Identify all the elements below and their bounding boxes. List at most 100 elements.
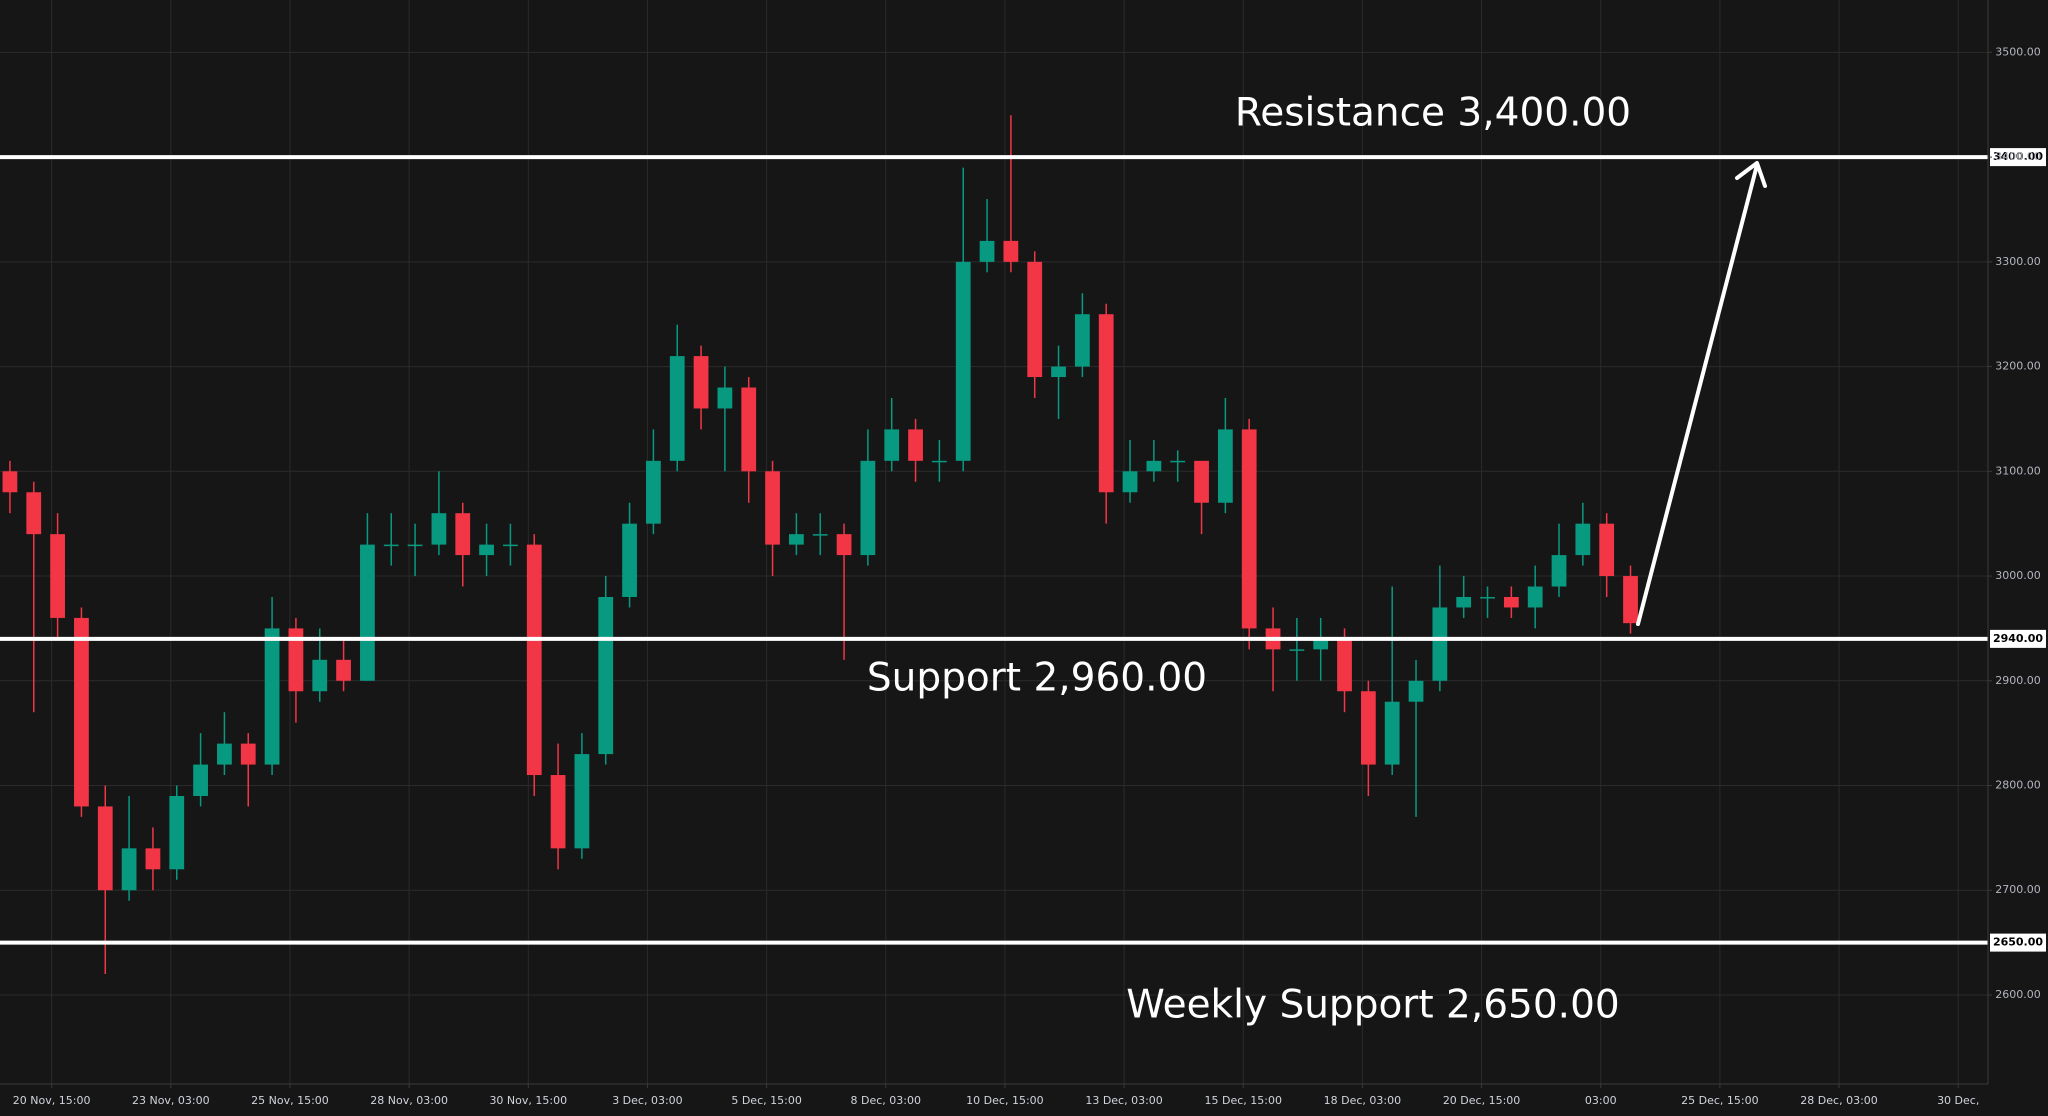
candle-body xyxy=(193,764,208,796)
x-tick-label: 30 Dec, xyxy=(1937,1094,1979,1107)
candle-body xyxy=(646,460,661,524)
candle-body xyxy=(312,659,328,692)
candle-body xyxy=(1551,555,1567,587)
x-tick-label: 30 Nov, 15:00 xyxy=(489,1094,567,1107)
candle-body xyxy=(622,523,637,597)
y-tick-label: 2800.00 xyxy=(1995,779,2041,792)
candle-body xyxy=(1360,691,1376,765)
annotations: Resistance 3,400.00 Support 2,960.00 Weekl… xyxy=(867,91,1631,1028)
candle-body xyxy=(1194,460,1209,503)
candle-body xyxy=(383,544,399,547)
candle-body xyxy=(74,617,89,807)
candle-body xyxy=(1384,701,1400,765)
x-tick-label: 15 Dec, 15:00 xyxy=(1205,1094,1282,1107)
arrow-head xyxy=(1735,161,1767,188)
y-tick-label: 2900.00 xyxy=(1995,674,2041,687)
candle-body xyxy=(288,628,304,692)
annotation: Weekly Support 2,650.00 xyxy=(1126,983,1619,1028)
candle-body xyxy=(264,628,280,765)
candle-body xyxy=(1599,523,1615,577)
projection-arrow xyxy=(1636,161,1767,626)
candle-body xyxy=(1480,596,1495,599)
candle-body xyxy=(1146,460,1162,472)
x-tick-label: 03:00 xyxy=(1585,1094,1617,1107)
x-tick-label: 28 Dec, 03:00 xyxy=(1800,1094,1877,1107)
x-tick-label: 10 Dec, 15:00 xyxy=(966,1094,1043,1107)
candle-body xyxy=(479,544,494,556)
candle-body xyxy=(812,534,828,536)
y-tick-label: 3300.00 xyxy=(1995,255,2041,268)
y-tick-label: 3200.00 xyxy=(1995,360,2041,373)
x-tick-label: 18 Dec, 03:00 xyxy=(1324,1094,1401,1107)
x-tick-label: 3 Dec, 03:00 xyxy=(612,1094,682,1107)
x-tick-label: 25 Dec, 15:00 xyxy=(1681,1094,1758,1107)
candle-body xyxy=(145,848,161,870)
level-label-box xyxy=(1990,629,2046,648)
candle-body xyxy=(121,848,137,891)
candle-body xyxy=(1051,366,1066,378)
candle-body xyxy=(741,387,757,472)
candle-body xyxy=(240,743,256,765)
candle-body xyxy=(1456,596,1472,608)
grid xyxy=(0,0,1988,1084)
candle-body xyxy=(1027,261,1043,378)
y-tick-label: 3000.00 xyxy=(1995,569,2041,582)
candle-body xyxy=(717,387,733,409)
annotation: Support 2,960.00 xyxy=(867,656,1207,701)
candle-body xyxy=(2,471,18,493)
candle-body xyxy=(1098,314,1114,493)
candle-body xyxy=(1432,607,1448,681)
candle-body xyxy=(1337,638,1352,692)
candle-body xyxy=(50,534,65,618)
candles xyxy=(2,115,1638,975)
candle-body xyxy=(1408,680,1424,702)
level-label: 3400.00 xyxy=(1993,150,2043,163)
candle-body xyxy=(574,754,590,849)
candle-body xyxy=(908,429,923,461)
candle-body xyxy=(669,356,685,461)
candle-body xyxy=(1241,429,1257,629)
annotation: Resistance 3,400.00 xyxy=(1235,91,1631,136)
x-tick-label: 25 Nov, 15:00 xyxy=(251,1094,329,1107)
level-label: 2650.00 xyxy=(1993,936,2043,949)
candle-body xyxy=(1003,240,1019,262)
candle-body xyxy=(1122,471,1138,493)
level-label-box xyxy=(1990,933,2046,952)
candle-body xyxy=(979,240,995,262)
candle-body xyxy=(860,460,876,556)
candle-body xyxy=(169,795,185,870)
candle-body xyxy=(693,356,709,409)
candle-body xyxy=(1503,596,1519,608)
candle-body xyxy=(431,513,447,545)
x-tick-label: 28 Nov, 03:00 xyxy=(370,1094,448,1107)
candle-body xyxy=(1575,523,1591,556)
level-label-box xyxy=(1990,148,2046,167)
candle-body xyxy=(97,806,113,891)
candle-body xyxy=(503,544,518,547)
candle-body xyxy=(1313,638,1329,650)
candle-body xyxy=(765,471,780,545)
candle-body xyxy=(836,534,852,556)
y-tick-label: 2700.00 xyxy=(1995,883,2041,896)
y-tick-label: 3500.00 xyxy=(1995,45,2041,58)
arrow-shaft xyxy=(1636,163,1759,626)
candle-body xyxy=(1170,460,1186,463)
candle-body xyxy=(455,513,471,556)
candle-body xyxy=(955,261,971,461)
candle-body xyxy=(789,534,804,545)
x-tick-label: 20 Nov, 15:00 xyxy=(13,1094,91,1107)
y-tick-label: 2600.00 xyxy=(1995,988,2041,1001)
candle-body xyxy=(931,460,947,463)
axes: 2600.00 2700.00 2800.00 2900.00 3000.00 3100.… xyxy=(13,45,2041,1107)
x-tick-label: 13 Dec, 03:00 xyxy=(1085,1094,1162,1107)
candle-body xyxy=(1289,649,1305,651)
y-tick-label: 3100.00 xyxy=(1995,464,2041,477)
y-tick-label: 3400.00 xyxy=(1995,150,2041,163)
candle-body xyxy=(1623,576,1638,624)
x-tick-label: 23 Nov, 03:00 xyxy=(132,1094,210,1107)
candle-body xyxy=(360,544,375,681)
candle-body xyxy=(550,775,566,849)
